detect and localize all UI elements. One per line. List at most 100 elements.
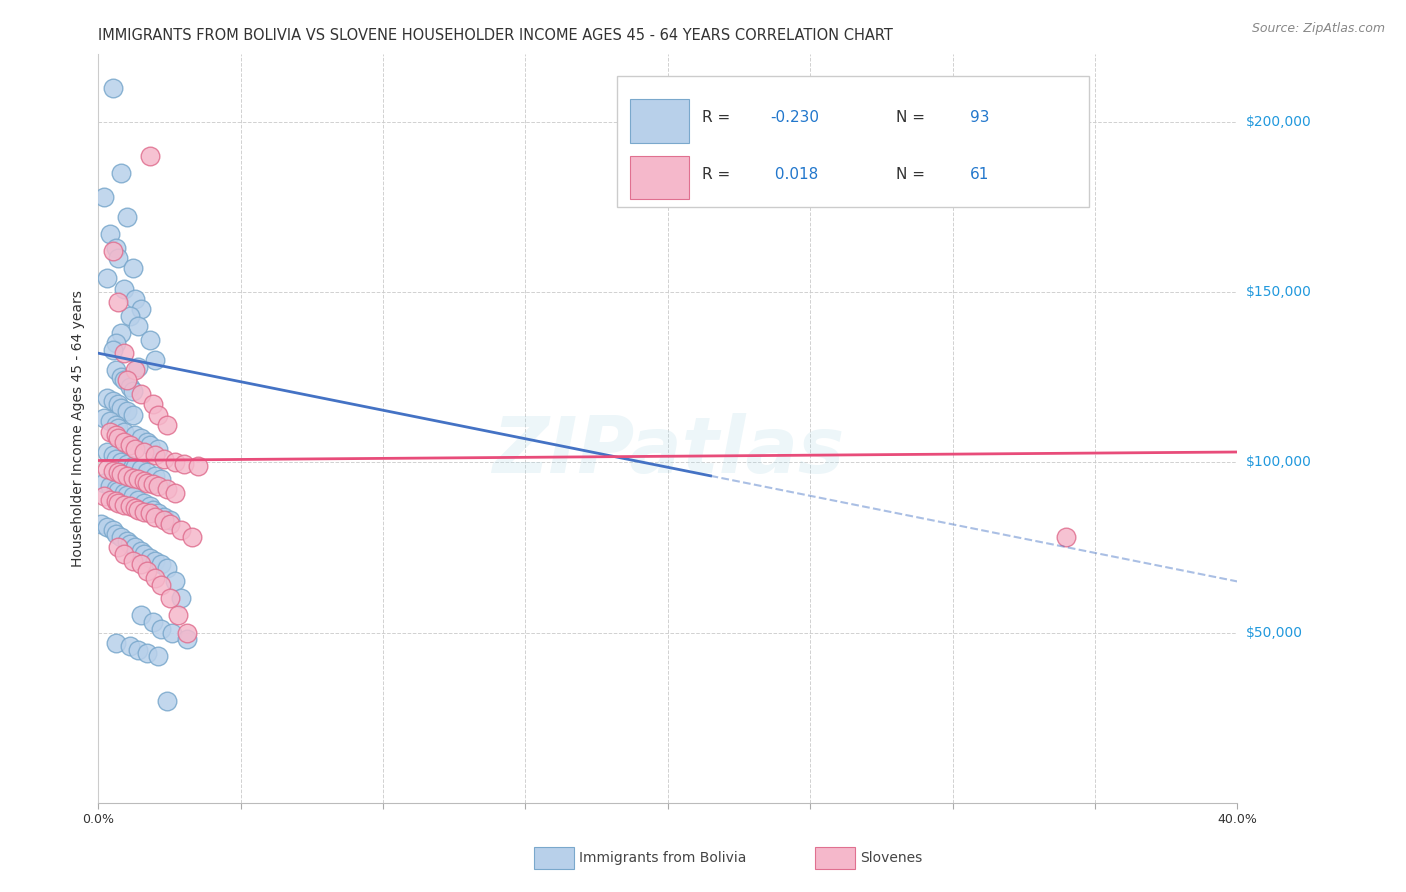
Point [96,445,118,459]
Point [115,487,138,501]
Point [107,431,129,445]
Point [165,486,187,500]
FancyBboxPatch shape [617,76,1090,207]
Point [138,500,160,514]
Point [127,472,149,486]
Point [98,492,121,507]
Point [118,438,141,452]
Point [145,449,167,463]
Point [118,500,141,514]
Point [121,261,143,276]
FancyBboxPatch shape [630,155,689,199]
Point [104,417,127,432]
Point [153,451,176,466]
Point [124,292,146,306]
Text: ZIPatlas: ZIPatlas [492,413,844,489]
Point [145,509,167,524]
Text: N =: N = [896,167,929,182]
Point [129,608,152,623]
Point [115,374,138,388]
Point [132,547,155,561]
Point [150,472,173,486]
Point [127,492,149,507]
Point [104,336,127,351]
Point [124,460,146,475]
Point [104,241,127,255]
Point [124,501,146,516]
Point [121,384,143,398]
Text: N =: N = [896,111,929,126]
Point [127,642,149,657]
Point [118,639,141,653]
Point [104,636,127,650]
Point [112,425,135,439]
Point [145,554,167,568]
Point [118,380,141,394]
Point [173,457,195,471]
Text: Source: ZipAtlas.com: Source: ZipAtlas.com [1251,22,1385,36]
Point [181,530,204,544]
Point [107,484,129,499]
Point [187,458,209,473]
Point [138,506,160,520]
Point [162,625,184,640]
Point [159,516,181,531]
Text: 0.018: 0.018 [770,167,818,182]
Point [104,483,127,497]
Point [101,244,124,258]
Point [148,506,170,520]
Point [96,520,118,534]
Point [148,479,170,493]
Point [135,564,157,578]
Point [129,543,152,558]
Point [135,475,157,490]
Point [156,693,179,707]
Point [141,503,163,517]
Point [118,537,141,551]
Point [138,149,160,163]
Point [153,513,176,527]
Point [132,505,155,519]
Point [112,346,135,360]
Point [132,445,155,459]
Point [124,428,146,442]
Text: IMMIGRANTS FROM BOLIVIA VS SLOVENE HOUSEHOLDER INCOME AGES 45 - 64 YEARS CORRELA: IMMIGRANTS FROM BOLIVIA VS SLOVENE HOUSE… [98,28,893,43]
Point [170,591,193,606]
Point [115,457,138,471]
Point [101,393,124,408]
Point [101,343,124,357]
Text: Slovenes: Slovenes [860,851,922,865]
Point [98,425,121,439]
Text: $150,000: $150,000 [1246,285,1312,299]
Point [121,458,143,473]
Point [121,470,143,484]
Point [167,608,190,623]
Point [110,370,132,384]
Point [110,530,132,544]
Point [138,333,160,347]
Point [129,431,152,445]
Point [127,503,149,517]
Point [145,468,167,483]
Point [101,449,124,463]
Point [107,496,129,510]
Text: $50,000: $50,000 [1246,625,1302,640]
Point [101,524,124,538]
Point [156,561,179,575]
Point [112,498,135,512]
Point [165,574,187,589]
Point [101,80,124,95]
Text: $100,000: $100,000 [1246,455,1312,469]
Point [165,455,187,469]
Point [141,397,163,411]
Point [110,467,132,482]
Point [129,462,152,476]
Point [115,533,138,548]
Point [107,295,129,310]
Point [145,353,167,368]
Point [141,615,163,630]
Point [118,309,141,323]
Point [93,475,115,490]
Point [101,464,124,478]
Point [112,434,135,449]
